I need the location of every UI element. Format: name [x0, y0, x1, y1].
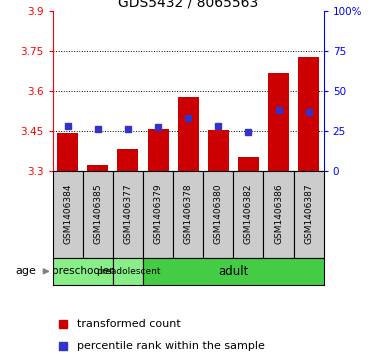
Bar	[298, 57, 319, 171]
Bar	[203, 171, 233, 258]
Bar	[143, 258, 324, 285]
Text: GSM1406385: GSM1406385	[93, 184, 102, 245]
Bar	[117, 149, 138, 171]
Text: GSM1406378: GSM1406378	[184, 184, 193, 245]
Bar	[294, 171, 324, 258]
Bar	[233, 171, 264, 258]
Bar	[238, 157, 259, 171]
Bar	[268, 73, 289, 171]
Bar	[113, 171, 143, 258]
Bar	[113, 258, 143, 285]
Text: adult: adult	[218, 265, 248, 278]
Text: percentile rank within the sample: percentile rank within the sample	[77, 341, 265, 351]
Text: age: age	[15, 266, 36, 276]
Text: preschooler: preschooler	[52, 266, 113, 276]
Text: GSM1406384: GSM1406384	[63, 184, 72, 244]
Text: GSM1406380: GSM1406380	[214, 184, 223, 245]
Bar	[177, 97, 199, 171]
Text: transformed count: transformed count	[77, 319, 181, 329]
Bar	[143, 171, 173, 258]
Bar	[53, 258, 113, 285]
Text: GSM1406382: GSM1406382	[244, 184, 253, 244]
Text: GSM1406386: GSM1406386	[274, 184, 283, 245]
Text: GSM1406387: GSM1406387	[304, 184, 313, 245]
Bar	[83, 171, 113, 258]
Title: GDS5432 / 8065563: GDS5432 / 8065563	[118, 0, 258, 10]
Text: GSM1406379: GSM1406379	[154, 184, 163, 245]
Bar	[57, 133, 78, 171]
Bar	[208, 130, 229, 171]
Bar	[87, 165, 108, 171]
Bar	[53, 171, 83, 258]
Bar	[147, 129, 168, 171]
Text: preadolescent: preadolescent	[96, 267, 160, 276]
Text: GSM1406377: GSM1406377	[124, 184, 133, 245]
Bar	[264, 171, 294, 258]
Bar	[173, 171, 203, 258]
